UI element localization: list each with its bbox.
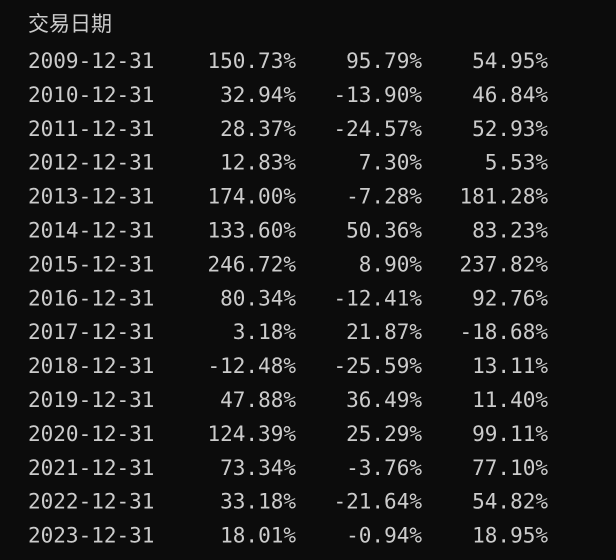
value-cell: 77.10% bbox=[472, 456, 548, 480]
value-cell: 5.53% bbox=[485, 151, 549, 175]
date-cell: 2021-12-31 bbox=[28, 456, 154, 480]
value-cell: 47.88% bbox=[220, 388, 296, 412]
value-cell: 33.18% bbox=[220, 490, 296, 514]
date-cell: 2011-12-31 bbox=[28, 117, 154, 141]
value-cell: 95.79% bbox=[346, 49, 422, 73]
value-cell: 181.28% bbox=[459, 185, 548, 209]
value-cell: -0.94% bbox=[346, 524, 422, 548]
value-cell: 7.30% bbox=[359, 151, 423, 175]
date-cell: 2018-12-31 bbox=[28, 354, 154, 378]
value-cell: -12.48% bbox=[207, 354, 296, 378]
value-cell: 36.49% bbox=[346, 388, 422, 412]
value-cell: 54.82% bbox=[472, 490, 548, 514]
value-cell: -24.57% bbox=[333, 117, 422, 141]
date-cell: 2016-12-31 bbox=[28, 286, 154, 310]
value-cell: 54.95% bbox=[472, 49, 548, 73]
date-cell: 2023-12-31 bbox=[28, 524, 154, 548]
date-cell: 2013-12-31 bbox=[28, 185, 154, 209]
value-cell: -3.76% bbox=[346, 456, 422, 480]
date-cell: 2015-12-31 bbox=[28, 252, 154, 276]
value-cell: 18.01% bbox=[220, 524, 296, 548]
value-cell: 32.94% bbox=[220, 83, 296, 107]
date-cell: 2019-12-31 bbox=[28, 388, 154, 412]
value-cell: -7.28% bbox=[346, 185, 422, 209]
value-cell: 12.83% bbox=[220, 151, 296, 175]
value-cell: 237.82% bbox=[459, 252, 548, 276]
value-cell: 124.39% bbox=[207, 422, 296, 446]
value-cell: 73.34% bbox=[220, 456, 296, 480]
value-cell: 246.72% bbox=[207, 252, 296, 276]
index-name: 交易日期 bbox=[28, 12, 112, 36]
value-cell: 8.90% bbox=[359, 252, 423, 276]
value-cell: 99.11% bbox=[472, 422, 548, 446]
date-cell: 2009-12-31 bbox=[28, 49, 154, 73]
value-cell: 52.93% bbox=[472, 117, 548, 141]
date-cell: 2022-12-31 bbox=[28, 490, 154, 514]
value-cell: 80.34% bbox=[220, 286, 296, 310]
value-cell: 46.84% bbox=[472, 83, 548, 107]
date-cell: 2010-12-31 bbox=[28, 83, 154, 107]
value-cell: 83.23% bbox=[472, 219, 548, 243]
value-cell: 3.18% bbox=[233, 320, 297, 344]
value-cell: 25.29% bbox=[346, 422, 422, 446]
value-cell: 150.73% bbox=[207, 49, 296, 73]
value-cell: 28.37% bbox=[220, 117, 296, 141]
value-cell: 92.76% bbox=[472, 286, 548, 310]
date-cell: 2014-12-31 bbox=[28, 219, 154, 243]
value-cell: -25.59% bbox=[333, 354, 422, 378]
value-cell: 18.95% bbox=[472, 524, 548, 548]
value-cell: 174.00% bbox=[207, 185, 296, 209]
value-cell: 11.40% bbox=[472, 388, 548, 412]
value-cell: -18.68% bbox=[459, 320, 548, 344]
value-cell: 13.11% bbox=[472, 354, 548, 378]
value-cell: -13.90% bbox=[333, 83, 422, 107]
date-cell: 2017-12-31 bbox=[28, 320, 154, 344]
value-cell: 50.36% bbox=[346, 219, 422, 243]
value-cell: 21.87% bbox=[346, 320, 422, 344]
value-cell: -21.64% bbox=[333, 490, 422, 514]
value-cell: -12.41% bbox=[333, 286, 422, 310]
value-cell: 133.60% bbox=[207, 219, 296, 243]
date-cell: 2012-12-31 bbox=[28, 151, 154, 175]
date-cell: 2020-12-31 bbox=[28, 422, 154, 446]
